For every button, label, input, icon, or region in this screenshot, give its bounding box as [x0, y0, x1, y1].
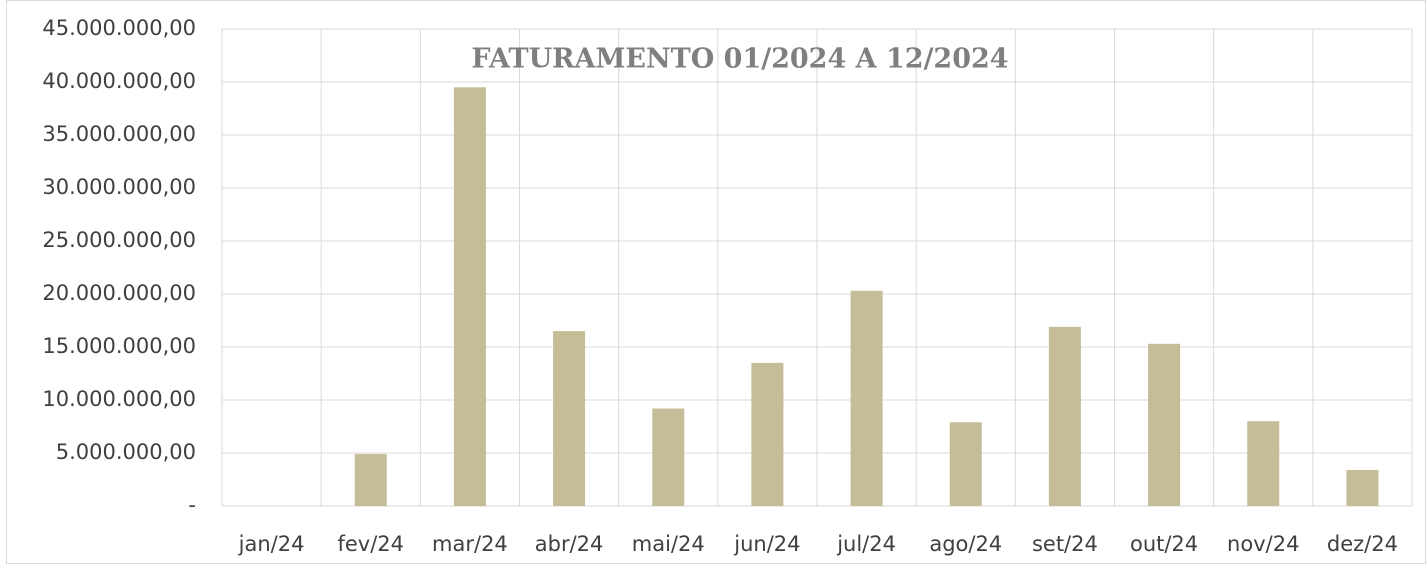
bar [751, 362, 784, 506]
x-tick-label: ago/24 [929, 532, 1002, 556]
bar [453, 87, 486, 507]
x-tick-label: jul/24 [836, 532, 896, 556]
x-tick-label: fev/24 [337, 532, 404, 556]
bar [652, 408, 685, 506]
bar [949, 422, 982, 506]
y-tick-label: 20.000.000,00 [42, 281, 196, 305]
bar [354, 454, 387, 506]
x-tick-label: set/24 [1032, 532, 1098, 556]
bar [553, 331, 586, 506]
x-tick-label: out/24 [1130, 532, 1198, 556]
y-tick-label: - [188, 493, 196, 517]
y-tick-label: 5.000.000,00 [56, 440, 196, 464]
bar [850, 290, 883, 506]
y-tick-label: 45.000.000,00 [42, 16, 196, 40]
y-tick-label: 10.000.000,00 [42, 387, 196, 411]
chart-title: FATURAMENTO 01/2024 A 12/2024 [471, 44, 1008, 75]
y-tick-label: 35.000.000,00 [42, 122, 196, 146]
bar [1346, 469, 1379, 506]
x-tick-label: abr/24 [535, 532, 604, 556]
x-tick-label: nov/24 [1227, 532, 1299, 556]
bar [1247, 421, 1280, 506]
y-tick-label: 25.000.000,00 [42, 228, 196, 252]
x-tick-label: mar/24 [432, 532, 508, 556]
x-tick-label: dez/24 [1327, 532, 1398, 556]
x-tick-label: jun/24 [733, 532, 800, 556]
chart-border [6, 0, 1426, 564]
x-tick-label: jan/24 [238, 532, 305, 556]
bar [1148, 343, 1181, 506]
bar [1048, 326, 1081, 506]
y-tick-label: 30.000.000,00 [42, 175, 196, 199]
y-tick-label: 40.000.000,00 [42, 69, 196, 93]
x-tick-label: mai/24 [632, 532, 705, 556]
y-tick-label: 15.000.000,00 [42, 334, 196, 358]
